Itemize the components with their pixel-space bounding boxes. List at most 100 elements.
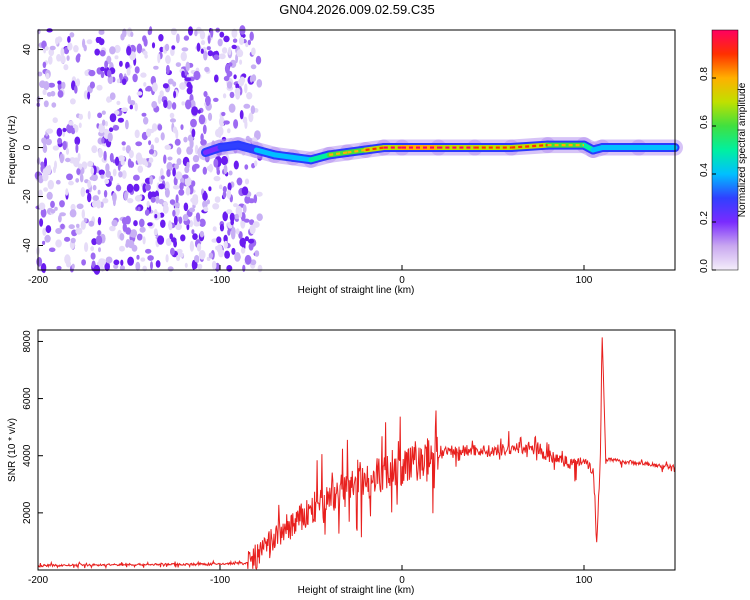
noise-cell [43, 81, 50, 91]
noise-cell [234, 213, 240, 220]
noise-cell [236, 177, 243, 186]
noise-cell [172, 209, 176, 217]
noise-cell [200, 48, 204, 54]
noise-cell [227, 128, 231, 134]
noise-cell [104, 178, 110, 184]
noise-cell [247, 39, 251, 46]
noise-cell [114, 55, 119, 60]
noise-cell [124, 191, 128, 201]
noise-cell [114, 44, 121, 54]
noise-cell [43, 187, 48, 192]
noise-cell [112, 168, 117, 177]
noise-cell [95, 235, 103, 246]
noise-cell [151, 101, 158, 109]
noise-cell [122, 146, 126, 151]
noise-cell [92, 184, 97, 191]
y-tick-label: 6000 [22, 387, 33, 410]
noise-cell [98, 36, 102, 42]
noise-cell [203, 50, 208, 61]
noise-cell [249, 224, 256, 235]
noise-cell [223, 75, 230, 82]
noise-cell [62, 140, 67, 151]
noise-cell [55, 179, 61, 185]
noise-cell [244, 83, 248, 94]
noise-cell [239, 76, 246, 84]
noise-cell [165, 64, 170, 75]
noise-cell [223, 234, 228, 243]
noise-cell [43, 100, 49, 108]
noise-cell [228, 47, 232, 56]
noise-cell [238, 210, 243, 218]
noise-cell [105, 163, 110, 173]
noise-cell [168, 222, 173, 231]
noise-cell [222, 211, 228, 222]
noise-cell [251, 47, 256, 56]
noise-cell [142, 236, 146, 245]
noise-cell [46, 191, 53, 200]
noise-cell [119, 245, 125, 252]
noise-cell [224, 250, 231, 259]
noise-cell [216, 236, 222, 244]
noise-cell [166, 161, 173, 172]
noise-cell [229, 212, 235, 222]
noise-cell [153, 228, 158, 236]
colorbar-label: Normalized spectral amplitude [737, 82, 748, 217]
noise-cell [137, 206, 141, 211]
snr-series-line [37, 337, 676, 570]
noise-cell [100, 174, 104, 179]
noise-cell [98, 258, 106, 265]
snr-x-axis-label: Height of straight line (km) [298, 585, 415, 596]
spectrogram-x-axis-label: Height of straight line (km) [298, 285, 415, 296]
colorbar-ticks: 0.0 0.2 0.4 0.6 0.8 [699, 67, 716, 273]
noise-cell [242, 116, 248, 124]
noise-cell [150, 191, 157, 198]
noise-cell [143, 37, 148, 47]
noise-cell [127, 198, 134, 204]
noise-cell [191, 196, 199, 206]
noise-cell [137, 234, 143, 239]
noise-cell [244, 236, 249, 242]
noise-cell [204, 66, 210, 72]
noise-cell [49, 45, 56, 51]
noise-cell [127, 256, 134, 266]
noise-cell [133, 220, 138, 227]
noise-cell [179, 82, 187, 90]
noise-cell [180, 124, 184, 130]
noise-cell [230, 219, 234, 226]
y-tick-label: 20 [22, 93, 33, 105]
noise-cell [158, 198, 165, 205]
noise-cell [184, 166, 190, 174]
noise-cell [182, 214, 189, 222]
noise-cell [164, 43, 170, 52]
noise-cell [175, 223, 182, 231]
noise-cell [54, 206, 58, 211]
noise-cell [144, 209, 150, 216]
noise-cell [184, 77, 192, 82]
noise-cell [181, 101, 185, 106]
noise-cell [96, 199, 102, 209]
noise-cell [44, 46, 49, 51]
noise-cell [81, 259, 86, 266]
y-tick-label: 0 [22, 144, 33, 150]
noise-cell [109, 175, 114, 182]
noise-cell [226, 189, 231, 199]
noise-cell [126, 183, 134, 193]
noise-cell [202, 191, 208, 201]
noise-cell [243, 218, 250, 223]
noise-cell [128, 150, 134, 159]
noise-cell [83, 44, 87, 52]
noise-cell [181, 47, 189, 52]
noise-cell [239, 59, 243, 65]
noise-cell [127, 95, 132, 105]
noise-cell [149, 175, 153, 185]
noise-cell [206, 165, 214, 172]
x-tick-label: -100 [210, 275, 230, 286]
noise-cell [238, 36, 245, 46]
x-tick-label: 0 [399, 275, 405, 286]
ridge-core-segment [253, 147, 278, 158]
noise-cell [222, 191, 227, 199]
noise-cell [134, 102, 138, 112]
noise-cell [185, 61, 190, 72]
noise-cell [137, 165, 144, 173]
